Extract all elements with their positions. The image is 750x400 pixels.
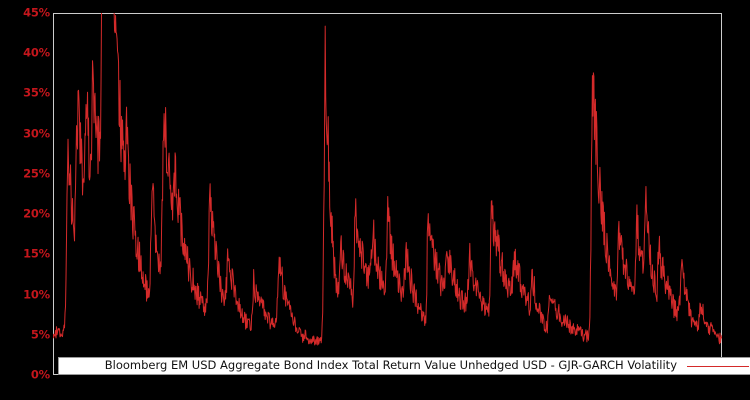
y-axis-tick-label: 20% <box>23 206 50 221</box>
y-axis-tick-label: 10% <box>23 286 50 301</box>
y-axis-tick-label: 30% <box>23 125 50 140</box>
plot-area <box>53 13 722 375</box>
legend-label: Bloomberg EM USD Aggregate Bond Index To… <box>104 358 677 373</box>
volatility-series <box>53 13 722 346</box>
y-axis-tick-label: 15% <box>23 246 50 261</box>
y-axis-tick-label: 25% <box>23 166 50 181</box>
volatility-line <box>53 13 722 346</box>
legend-line-sample <box>687 365 749 367</box>
y-axis-tick-label: 35% <box>23 85 50 100</box>
y-axis-tick-label: 5% <box>30 327 50 342</box>
chart-legend: Bloomberg EM USD Aggregate Bond Index To… <box>58 357 750 375</box>
y-axis-tick-label: 40% <box>23 45 50 60</box>
y-axis-tick-label: 0% <box>30 367 50 382</box>
y-axis-tick-label: 45% <box>23 5 50 20</box>
y-axis-tick-labels: 0% 5% 10% 15% 20% 25% 30% 35% 40% 45% <box>0 0 50 400</box>
